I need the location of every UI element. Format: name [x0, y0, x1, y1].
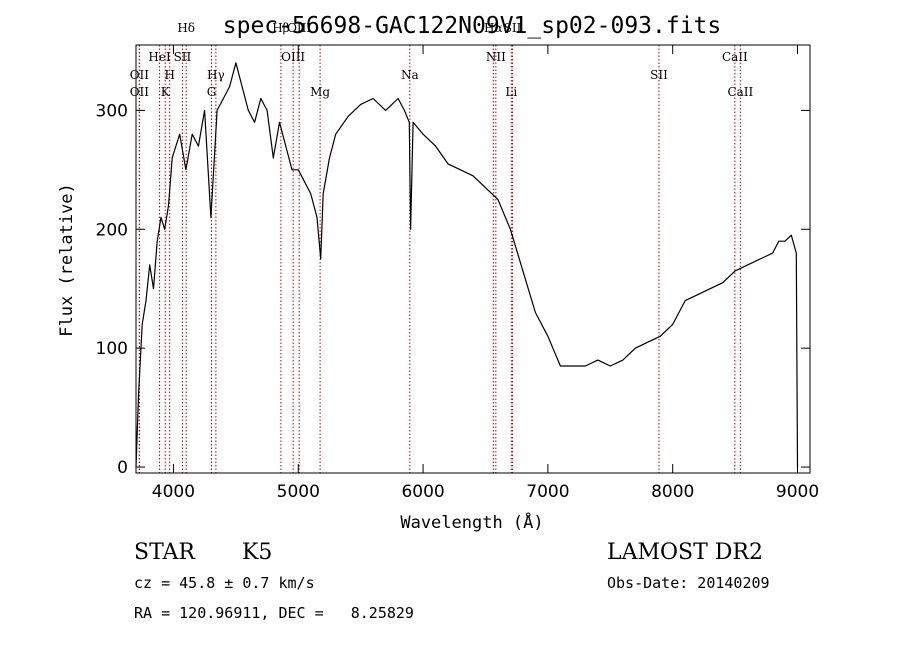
- object-subclass: K5: [242, 540, 273, 565]
- line-marker-label: SII: [650, 68, 668, 82]
- line-marker-label: SII: [174, 50, 192, 64]
- x-tick-label: 4000: [152, 482, 195, 502]
- x-tick-label: 6000: [401, 482, 444, 502]
- line-marker-label: OIII: [281, 50, 305, 64]
- line-marker-label: Hδ: [177, 21, 195, 35]
- line-marker-label: HeI: [148, 50, 171, 64]
- line-marker-label: NII: [486, 50, 506, 64]
- line-marker-label: OIII: [287, 21, 311, 35]
- x-axis: 4000 5000 6000 7000 8000 9000: [152, 45, 819, 502]
- survey-name: LAMOST DR2: [607, 540, 763, 565]
- x-tick-label: 5000: [277, 482, 320, 502]
- line-marker-label: Li: [505, 85, 517, 99]
- y-axis-label: Flux (relative): [57, 183, 77, 337]
- obs-date: Obs-Date: 20140209: [607, 574, 770, 592]
- coordinates: RA = 120.96911, DEC = 8.25829: [134, 604, 414, 622]
- spectrum-line: [135, 62, 799, 468]
- line-marker-label: Na: [401, 68, 419, 82]
- redshift-line: cz = 45.8 ± 0.7 km/s: [134, 574, 315, 592]
- y-tick-label: 0: [117, 458, 128, 478]
- y-tick-label: 200: [96, 220, 128, 240]
- line-marker-label: H: [164, 68, 174, 82]
- line-marker-label: CaII: [722, 50, 748, 64]
- line-marker-label: SII: [504, 21, 522, 35]
- x-tick-label: 8000: [651, 482, 694, 502]
- line-marker-label: K: [161, 85, 171, 99]
- series-group: [135, 62, 799, 468]
- x-tick-label: 9000: [776, 482, 819, 502]
- plot-frame: [135, 44, 811, 474]
- chart-title: spec-56698-GAC122N09V1_sp02-093.fits: [223, 13, 722, 39]
- x-tick-label: 7000: [526, 482, 569, 502]
- line-marker-label: OII: [130, 68, 150, 82]
- x-axis-label: Wavelength (Å): [400, 511, 543, 533]
- line-marker-label: Mg: [310, 85, 330, 99]
- y-axis: 0 100 200 300: [96, 101, 810, 478]
- y-tick-label: 100: [96, 339, 128, 359]
- line-marker-label: OII: [130, 85, 150, 99]
- line-marker-label: G: [207, 85, 217, 99]
- spectral-line-markers: OIIOIIHeIKHSIIHδGHγHβOIIIOIIIMgNaHαNIILi…: [130, 21, 754, 473]
- object-class: STAR: [134, 540, 195, 565]
- line-marker-label: CaII: [727, 85, 753, 99]
- y-tick-label: 300: [96, 101, 128, 121]
- line-marker-label: Hβ: [272, 21, 289, 35]
- line-marker-label: Hα: [484, 21, 503, 35]
- line-marker-label: Hγ: [207, 68, 225, 82]
